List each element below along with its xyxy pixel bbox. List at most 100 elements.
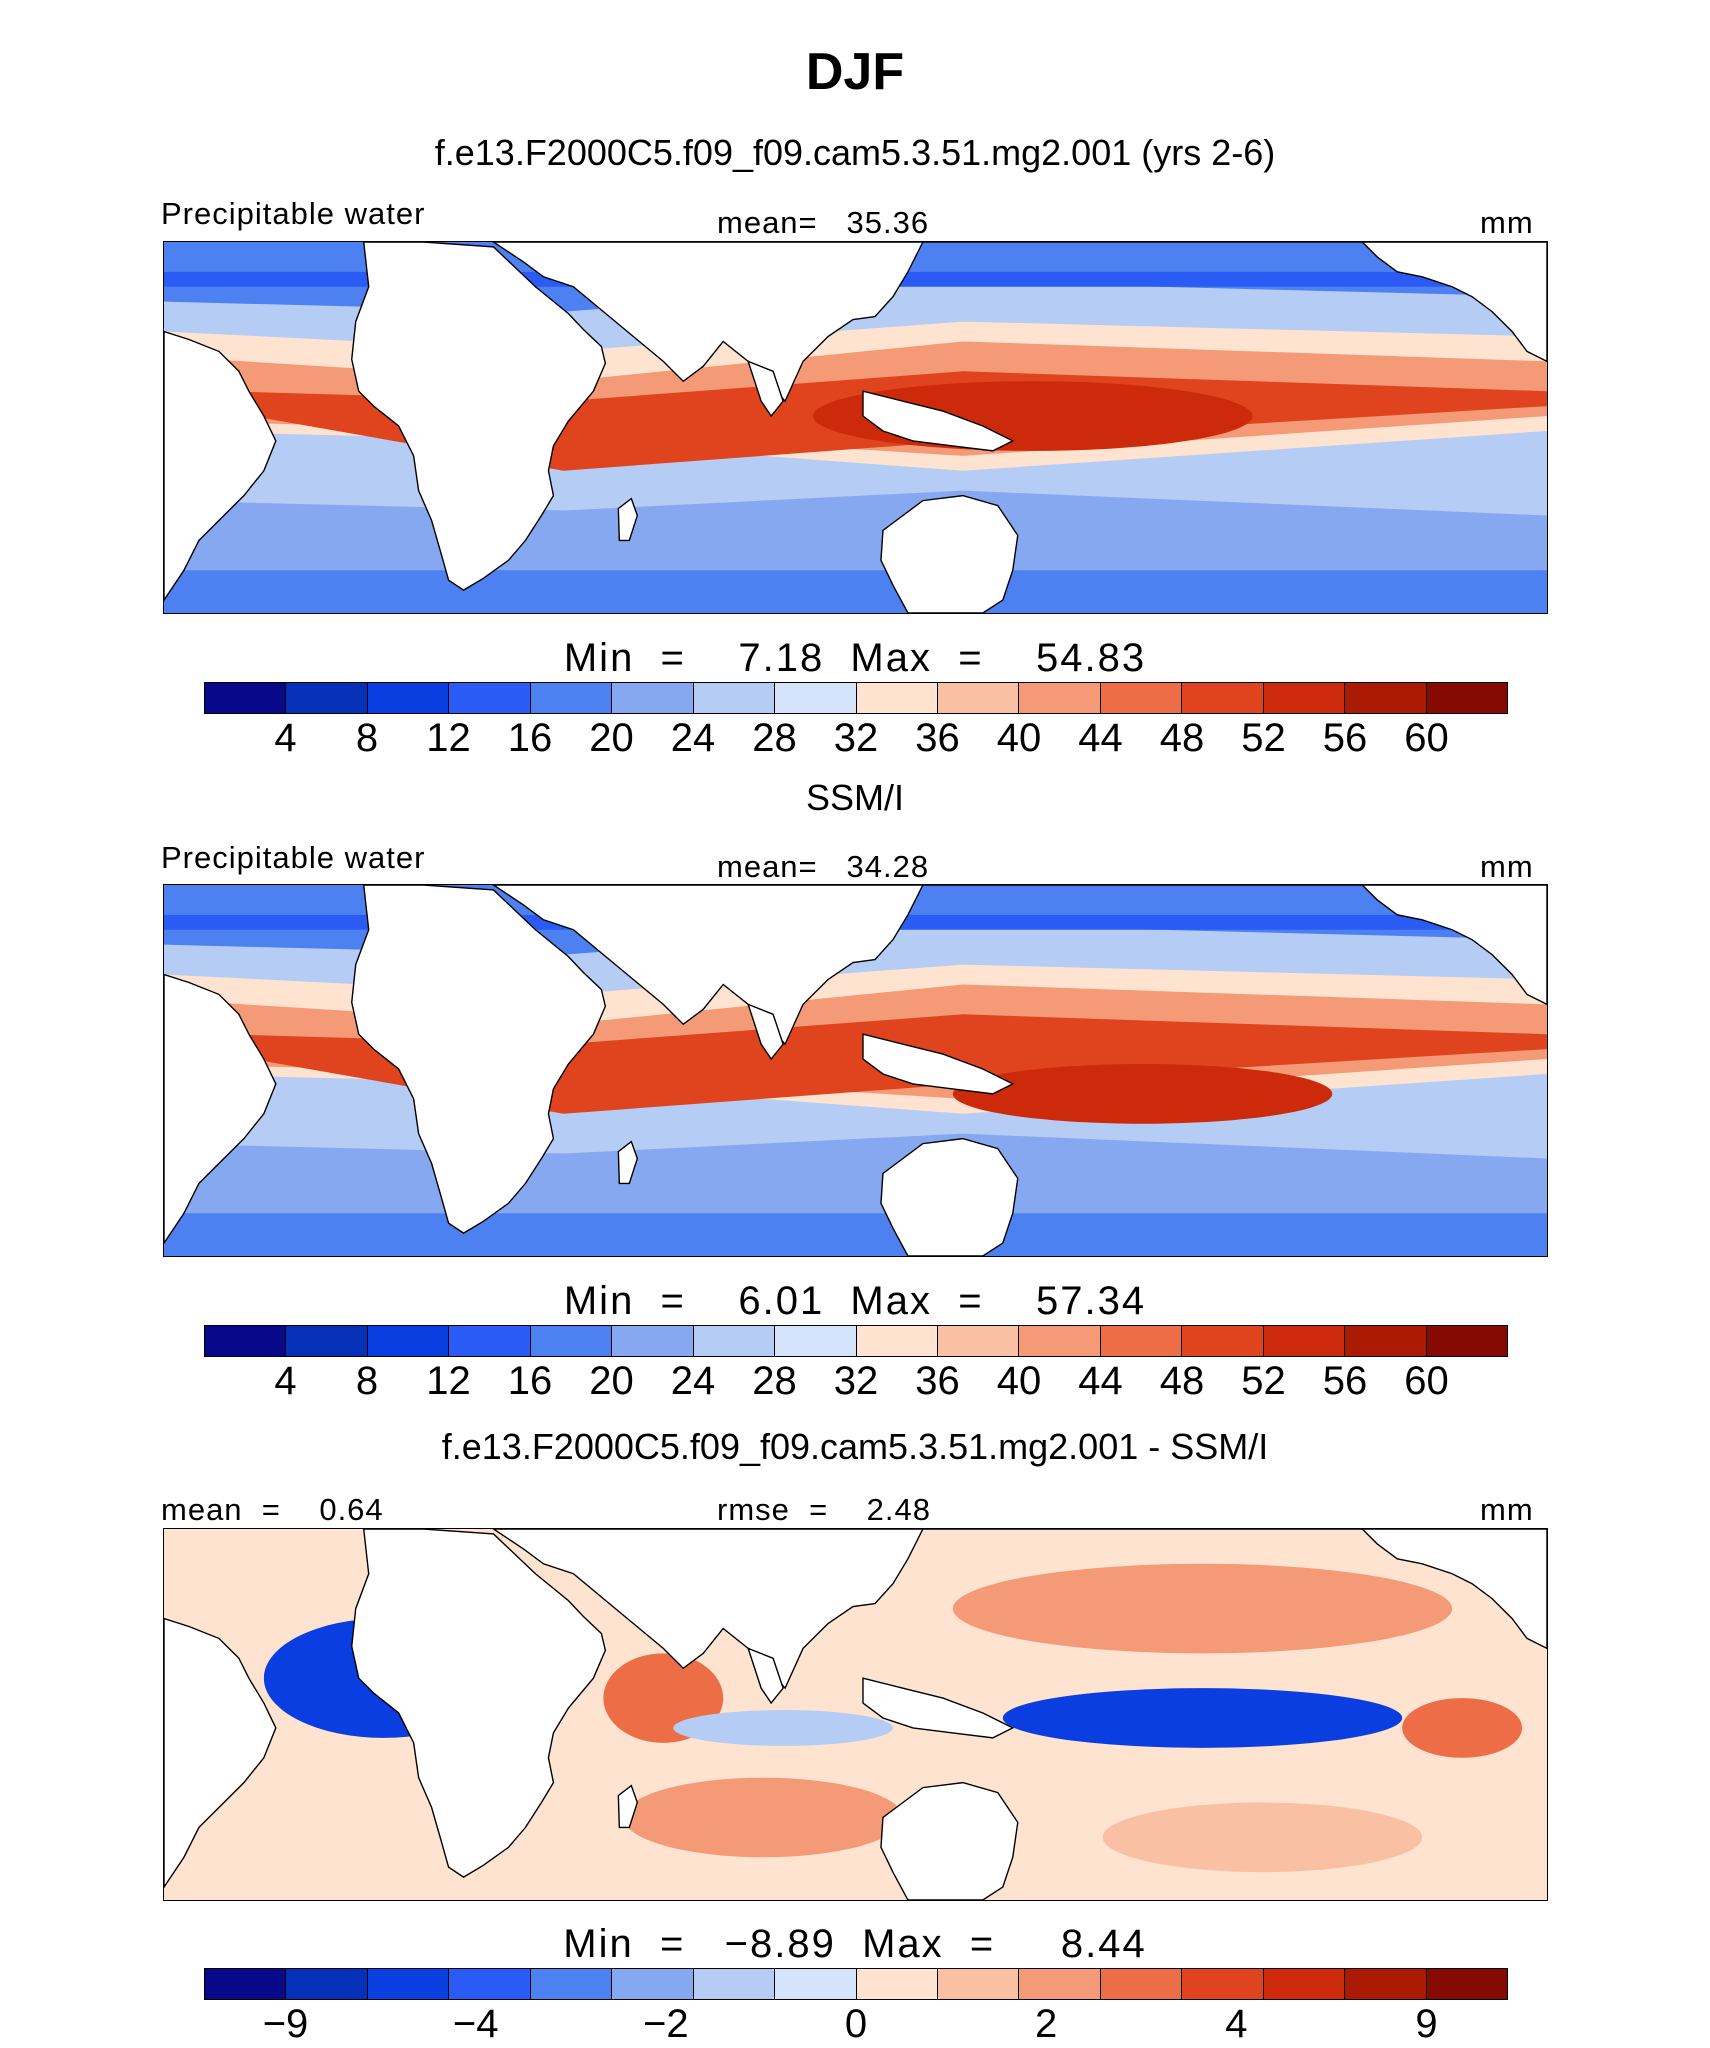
- colorbar-tick-label: 9: [1415, 2002, 1438, 2046]
- field-max-core: [952, 1064, 1333, 1124]
- panel-3-rmse-label: rmse = 2.48: [717, 1492, 932, 1527]
- map-canvas: [164, 1529, 1547, 1900]
- colorbar-swatch: [367, 1969, 450, 1999]
- south-america-landmass: [164, 1617, 277, 1889]
- colorbar-swatch: [856, 1326, 938, 1356]
- north-america-landmass: [1361, 1529, 1547, 1650]
- colorbar-swatch: [693, 683, 776, 713]
- colorbar-swatch: [1426, 1326, 1507, 1356]
- panel-1-title: f.e13.F2000C5.f09_f09.cam5.3.51.mg2.001 …: [434, 132, 1276, 173]
- colorbar-swatch: [205, 683, 287, 713]
- panel-2-title: SSM/I: [805, 777, 904, 818]
- panel-3-mean-label: mean = 0.64: [161, 1492, 384, 1527]
- colorbar-swatch: [937, 1326, 1020, 1356]
- colorbar-tick-label: 16: [507, 716, 553, 760]
- colorbar-tick-label: 20: [589, 716, 634, 760]
- colorbar-tick-label: 20: [589, 1359, 634, 1403]
- diff-positive-indian-ocean: [623, 1777, 903, 1858]
- colorbar-tick-label: 16: [507, 1359, 553, 1403]
- colorbar-swatch: [286, 683, 368, 713]
- maritime-continent-landmass: [862, 1033, 1015, 1095]
- colorbar-swatch: [1263, 683, 1346, 713]
- australia-landmass: [880, 1137, 1019, 1256]
- colorbar-tick-label: 56: [1322, 1359, 1368, 1403]
- panel-2-mean-label: mean= 34.28: [717, 849, 930, 884]
- panel-1-map: [163, 241, 1548, 614]
- colorbar-swatch: [1345, 1969, 1427, 1999]
- colorbar-tick-label: 36: [915, 1359, 960, 1403]
- colorbar-swatch: [1345, 1326, 1427, 1356]
- colorbar-swatch: [1019, 1969, 1101, 1999]
- colorbar-swatch: [449, 1326, 531, 1356]
- colorbar-swatch: [1263, 1326, 1346, 1356]
- map-canvas: [164, 242, 1547, 613]
- madagascar-landmass: [617, 1140, 639, 1185]
- colorbar-tick-label: 4: [274, 1359, 297, 1403]
- panel-1-units: mm: [1480, 205, 1534, 240]
- colorbar-tick-label: 48: [1159, 1359, 1205, 1403]
- colorbar-tick-label: 4: [274, 716, 297, 760]
- panel-2-units: mm: [1480, 849, 1534, 884]
- colorbar-tick-label: 24: [670, 1359, 716, 1403]
- colorbar-tick-label: 48: [1159, 716, 1205, 760]
- colorbar-swatch: [1182, 1969, 1264, 1999]
- colorbar-tick-label: 44: [1078, 1359, 1123, 1403]
- colorbar-tick-label: 28: [752, 716, 797, 760]
- madagascar-landmass: [617, 1784, 639, 1829]
- maritime-continent-landmass: [862, 390, 1015, 452]
- africa-landmass: [351, 242, 607, 591]
- panel-2-colorbar: [204, 1325, 1508, 1357]
- diff-positive-north-pacific: [952, 1563, 1453, 1654]
- colorbar-swatch: [775, 1326, 857, 1356]
- south-america-landmass: [164, 330, 277, 602]
- diff-positive-east-pacific: [1402, 1698, 1523, 1758]
- colorbar-tick-label: 32: [833, 716, 879, 760]
- colorbar-swatch: [1426, 1969, 1507, 1999]
- india-landmass: [747, 360, 784, 418]
- colorbar-swatch: [937, 683, 1020, 713]
- colorbar-swatch: [530, 1969, 613, 1999]
- colorbar-swatch: [775, 683, 857, 713]
- colorbar-swatch: [693, 1969, 776, 1999]
- colorbar-tick-label: 44: [1078, 716, 1123, 760]
- colorbar-tick-label: 32: [833, 1359, 879, 1403]
- colorbar-swatch: [530, 1326, 613, 1356]
- colorbar-swatch: [612, 1969, 694, 1999]
- colorbar-swatch: [286, 1326, 368, 1356]
- colorbar-tick-label: 0: [844, 2002, 868, 2046]
- colorbar-tick-label: 12: [426, 1359, 471, 1403]
- colorbar-tick-label: 36: [915, 716, 960, 760]
- colorbar-tick-label: 24: [670, 716, 716, 760]
- panel-3-map: [163, 1528, 1548, 1901]
- panel-1-colorbar: [204, 682, 1508, 714]
- field-band-driest-south: [164, 1213, 1547, 1256]
- colorbar-tick-label: 12: [426, 716, 471, 760]
- colorbar-swatch: [530, 683, 613, 713]
- colorbar-tick-label: 60: [1404, 1359, 1449, 1403]
- colorbar-swatch: [1426, 683, 1507, 713]
- colorbar-tick-label: 56: [1322, 716, 1368, 760]
- madagascar-landmass: [617, 497, 639, 542]
- australia-landmass: [880, 1781, 1019, 1900]
- panel-3-title: f.e13.F2000C5.f09_f09.cam5.3.51.mg2.001 …: [441, 1426, 1269, 1467]
- colorbar-swatch: [286, 1969, 368, 1999]
- colorbar-tick-label: 40: [996, 1359, 1042, 1403]
- panel-2-min-max: Min = 6.01 Max = 57.34: [563, 1279, 1147, 1323]
- map-canvas: [164, 885, 1547, 1256]
- colorbar-swatch: [367, 683, 450, 713]
- panel-1-variable-label: Precipitable water: [161, 196, 426, 231]
- panel-3-min-max: Min = −8.89 Max = 8.44: [563, 1922, 1147, 1966]
- colorbar-tick-label: 28: [752, 1359, 797, 1403]
- colorbar-tick-label: −2: [643, 2002, 689, 2046]
- colorbar-swatch: [449, 1969, 531, 1999]
- field-band-driest-south: [164, 570, 1547, 613]
- colorbar-tick-label: 52: [1241, 716, 1286, 760]
- colorbar-swatch: [775, 1969, 857, 1999]
- figure-title: DJF: [805, 43, 905, 101]
- colorbar-swatch: [1100, 683, 1183, 713]
- colorbar-swatch: [367, 1326, 450, 1356]
- india-landmass: [747, 1647, 784, 1705]
- diff-positive-south-pacific: [1102, 1802, 1423, 1873]
- colorbar-swatch: [1263, 1969, 1346, 1999]
- colorbar-swatch: [612, 683, 694, 713]
